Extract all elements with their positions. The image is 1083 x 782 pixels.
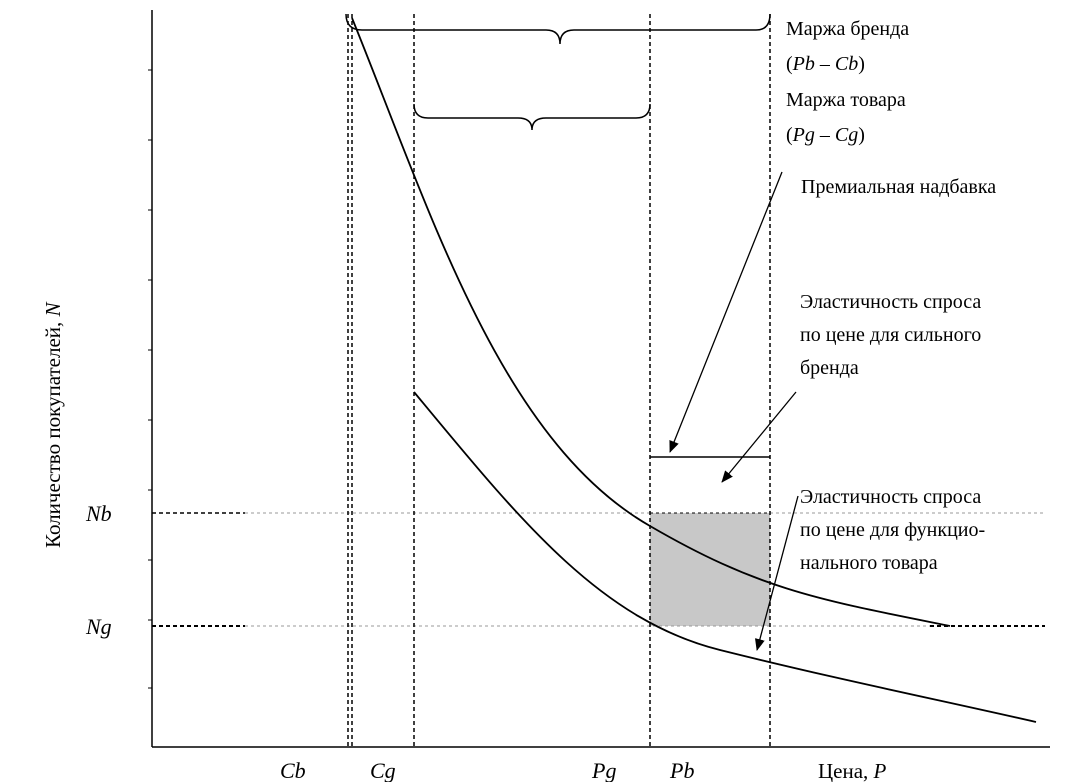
tick-ng: Ng xyxy=(85,614,112,639)
svg-text:Эластичность спроса: Эластичность спроса xyxy=(800,291,981,313)
strong-brand-arrow xyxy=(721,391,797,483)
svg-text:нального товара: нального товара xyxy=(800,552,938,574)
functional-elasticity-label: Эластичность спроса по цене для функцио-… xyxy=(800,486,985,574)
brand-margin-brace xyxy=(345,13,771,45)
strong-brand-demand-curve xyxy=(351,17,951,627)
tick-cg: Cg xyxy=(370,758,396,782)
svg-text:(Pg – Cg): (Pg – Cg) xyxy=(786,124,865,146)
premium-area xyxy=(650,513,770,626)
goods-margin-brace xyxy=(413,103,651,131)
svg-text:Эластичность спроса: Эластичность спроса xyxy=(800,486,981,508)
svg-text:бренда: бренда xyxy=(800,357,859,379)
tick-pb: Pb xyxy=(669,758,694,782)
svg-text:Маржа товара: Маржа товара xyxy=(786,89,906,111)
svg-text:по цене для сильного: по цене для сильного xyxy=(800,324,981,346)
y-axis-label: Количество покупателей, N xyxy=(41,301,65,548)
svg-text:по цене для функцио-: по цене для функцио- xyxy=(800,519,985,541)
strong-brand-elasticity-label: Эластичность спроса по цене для сильного… xyxy=(800,291,981,379)
svg-text:Маржа бренда: Маржа бренда xyxy=(786,18,909,40)
tick-nb: Nb xyxy=(85,501,112,526)
premium-label: Премиальная надбавка xyxy=(801,176,996,198)
premium-arrow xyxy=(669,171,783,453)
x-axis-label: Цена, P xyxy=(818,759,887,782)
y-axis-ticks xyxy=(148,69,152,689)
svg-text:(Pb – Cb): (Pb – Cb) xyxy=(786,53,865,75)
goods-margin-label: Маржа товара (Pg – Cg) xyxy=(786,89,906,146)
functional-arrow xyxy=(754,495,799,651)
brand-margin-label: Маржа бренда (Pb – Cb) xyxy=(786,18,909,75)
tick-pg: Pg xyxy=(591,758,616,782)
functional-goods-demand-curve xyxy=(413,391,1037,723)
tick-cb: Cb xyxy=(280,758,306,782)
